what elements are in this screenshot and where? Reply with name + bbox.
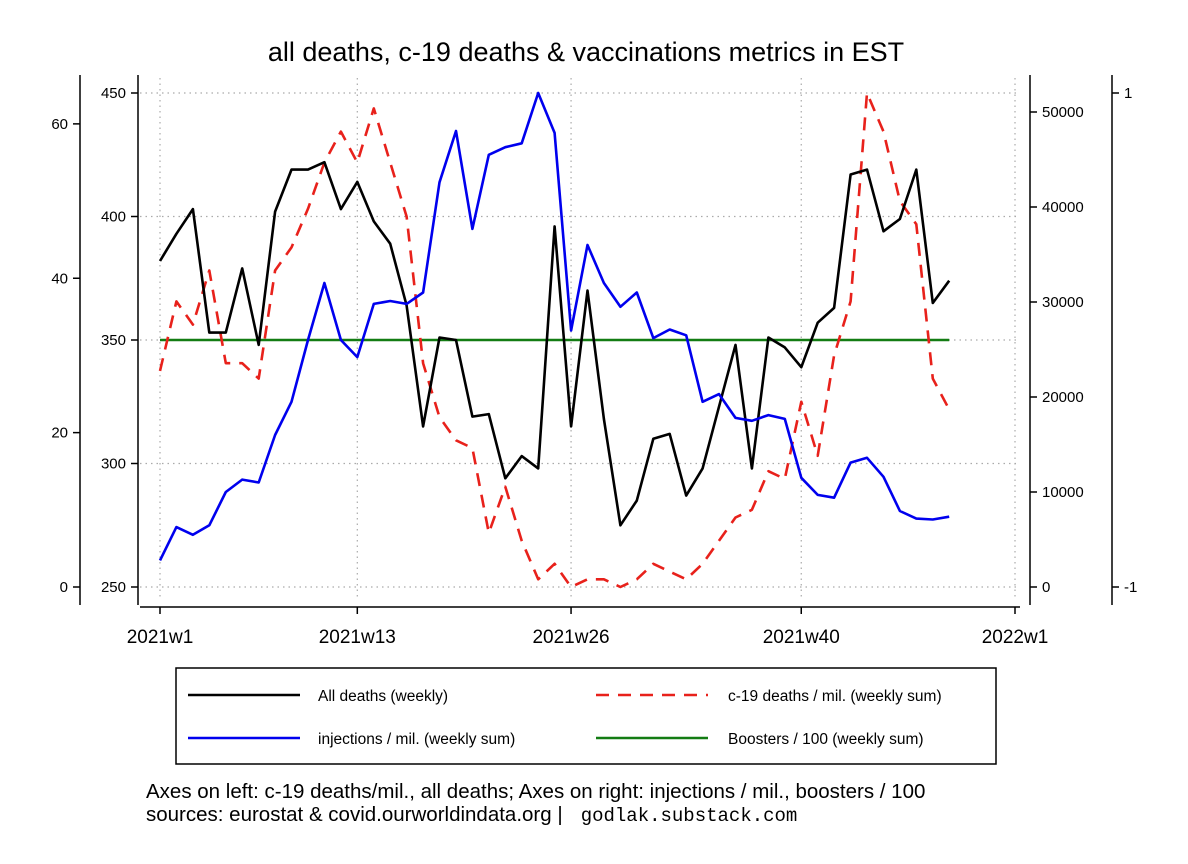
tick-label: 0: [60, 579, 68, 596]
legend-label-2: injections / mil. (weekly sum): [318, 731, 515, 748]
series-line-1: [158, 91, 951, 589]
tick-label: 20000: [1042, 389, 1084, 406]
x-tick-label: 2021w1: [127, 627, 194, 648]
tick-label: 300: [101, 456, 126, 473]
tick-label: 1: [1124, 85, 1132, 102]
axes-note: Axes on left: c-19 deaths/mil., all deat…: [146, 780, 926, 803]
tick-label: 250: [101, 579, 126, 596]
sources-note: sources: eurostat & covid.ourworldindata…: [146, 803, 797, 828]
axes: 0 20 40 60 250 300 350 400 450 0 10000 20000 30000 40…: [51, 75, 1137, 648]
x-tick-label: 2022w1: [982, 627, 1049, 648]
tick-label: 40: [51, 270, 68, 287]
tick-label: -1: [1124, 579, 1137, 596]
tick-label: 50000: [1042, 104, 1084, 121]
tick-label: 10000: [1042, 484, 1084, 501]
tick-label: 450: [101, 85, 126, 102]
tick-label: 20: [51, 425, 68, 442]
series-line-2: [158, 91, 950, 561]
x-tick-label: 2021w13: [319, 627, 396, 648]
series-lines: [158, 91, 951, 589]
legend: All deaths (weekly) c-19 deaths / mil. (w…: [175, 667, 997, 765]
x-tick-label: 2021w26: [532, 627, 609, 648]
legend-box: [175, 667, 997, 765]
series-line-0: [158, 160, 951, 527]
site-credit: godlak.substack.com: [580, 805, 798, 827]
tick-label: 40000: [1042, 199, 1084, 216]
tick-label: 350: [101, 332, 126, 349]
tick-label: 60: [51, 116, 68, 133]
tick-label: 30000: [1042, 294, 1084, 311]
chart-title: all deaths, c-19 deaths & vaccinations m…: [268, 37, 904, 67]
sources-text: sources: eurostat & covid.ourworldindata…: [146, 803, 563, 826]
legend-label-1: c-19 deaths / mil. (weekly sum): [728, 688, 942, 705]
tick-label: 0: [1042, 579, 1050, 596]
legend-label-3: Boosters / 100 (weekly sum): [728, 731, 924, 748]
x-tick-label: 2021w40: [763, 627, 840, 648]
legend-label-0: All deaths (weekly): [318, 688, 448, 705]
tick-label: 400: [101, 209, 126, 226]
